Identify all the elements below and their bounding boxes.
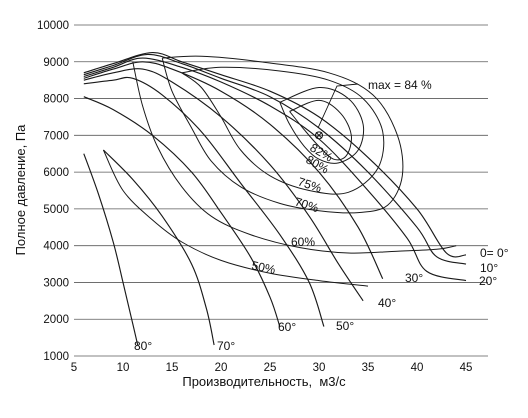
max-label: max = 84 % xyxy=(368,78,432,92)
blade-angle-curve-2 xyxy=(83,57,467,282)
label-angle-0: 0= 0° xyxy=(480,246,509,260)
label-angle-60: 60° xyxy=(278,320,296,334)
label-angle-20: 20° xyxy=(479,274,497,288)
y-tick-label: 5000 xyxy=(43,204,69,216)
label-angle-70: 70° xyxy=(217,339,235,353)
x-tick-label: 10 xyxy=(117,362,130,374)
max-point-cross-b xyxy=(315,131,323,139)
y-tick-label: 1000 xyxy=(43,351,69,363)
label-eff-50: 50% xyxy=(250,258,277,277)
label-eff-60: 60% xyxy=(291,235,315,249)
tick-layer: 1000 2000 3000 4000 5000 6000 7000 8000 9000 1000… xyxy=(37,20,472,374)
y-tick-label: 9000 xyxy=(43,57,69,69)
efficiency-curve-14 xyxy=(102,149,369,287)
y-axis-title: Полное давление, Па xyxy=(13,124,28,256)
x-tick-label: 40 xyxy=(411,362,424,374)
x-tick-label: 20 xyxy=(215,362,228,374)
x-tick-label: 25 xyxy=(264,362,277,374)
label-angle-30: 30° xyxy=(405,271,423,285)
efficiency-curve-9 xyxy=(289,99,352,161)
series-layer xyxy=(83,52,467,346)
label-angle-80: 80° xyxy=(134,339,152,353)
y-tick-label: 10000 xyxy=(37,20,69,32)
x-tick-label: 35 xyxy=(362,362,375,374)
max-point-marker xyxy=(315,131,323,140)
x-tick-label: 45 xyxy=(460,362,473,374)
grid-layer xyxy=(74,24,488,357)
label-eff-70: 70% xyxy=(293,195,320,216)
blade-angle-curve-5 xyxy=(83,76,325,327)
max-marker: max = 84 % xyxy=(315,78,432,140)
y-tick-label: 7000 xyxy=(43,130,69,142)
efficiency-curve-12 xyxy=(161,55,404,214)
y-tick-label: 8000 xyxy=(43,94,69,106)
efficiency-curve-13 xyxy=(132,61,457,254)
label-angle-10: 10° xyxy=(480,261,498,275)
x-axis-title: Производительность, м3/с xyxy=(182,374,346,389)
y-tick-label: 4000 xyxy=(43,241,69,253)
blade-angle-curve-0 xyxy=(83,52,467,258)
label-eff-75: 75% xyxy=(296,175,323,196)
label-angle-50: 50° xyxy=(336,319,354,333)
x-tick-label: 15 xyxy=(166,362,179,374)
y-tick-label: 2000 xyxy=(43,314,69,326)
label-angle-40: 40° xyxy=(378,296,396,310)
x-tick-label: 5 xyxy=(71,362,77,374)
max-leader-line xyxy=(317,83,359,129)
efficiency-curve-11 xyxy=(181,66,385,195)
blade-angle-curve-6 xyxy=(83,96,281,327)
blade-angle-curve-3 xyxy=(83,61,384,280)
blade-angle-curve-8 xyxy=(83,153,139,346)
y-tick-label: 6000 xyxy=(43,167,69,179)
x-tick-label: 30 xyxy=(313,362,326,374)
y-tick-label: 3000 xyxy=(43,277,69,289)
blade-angle-curve-1 xyxy=(83,53,467,265)
